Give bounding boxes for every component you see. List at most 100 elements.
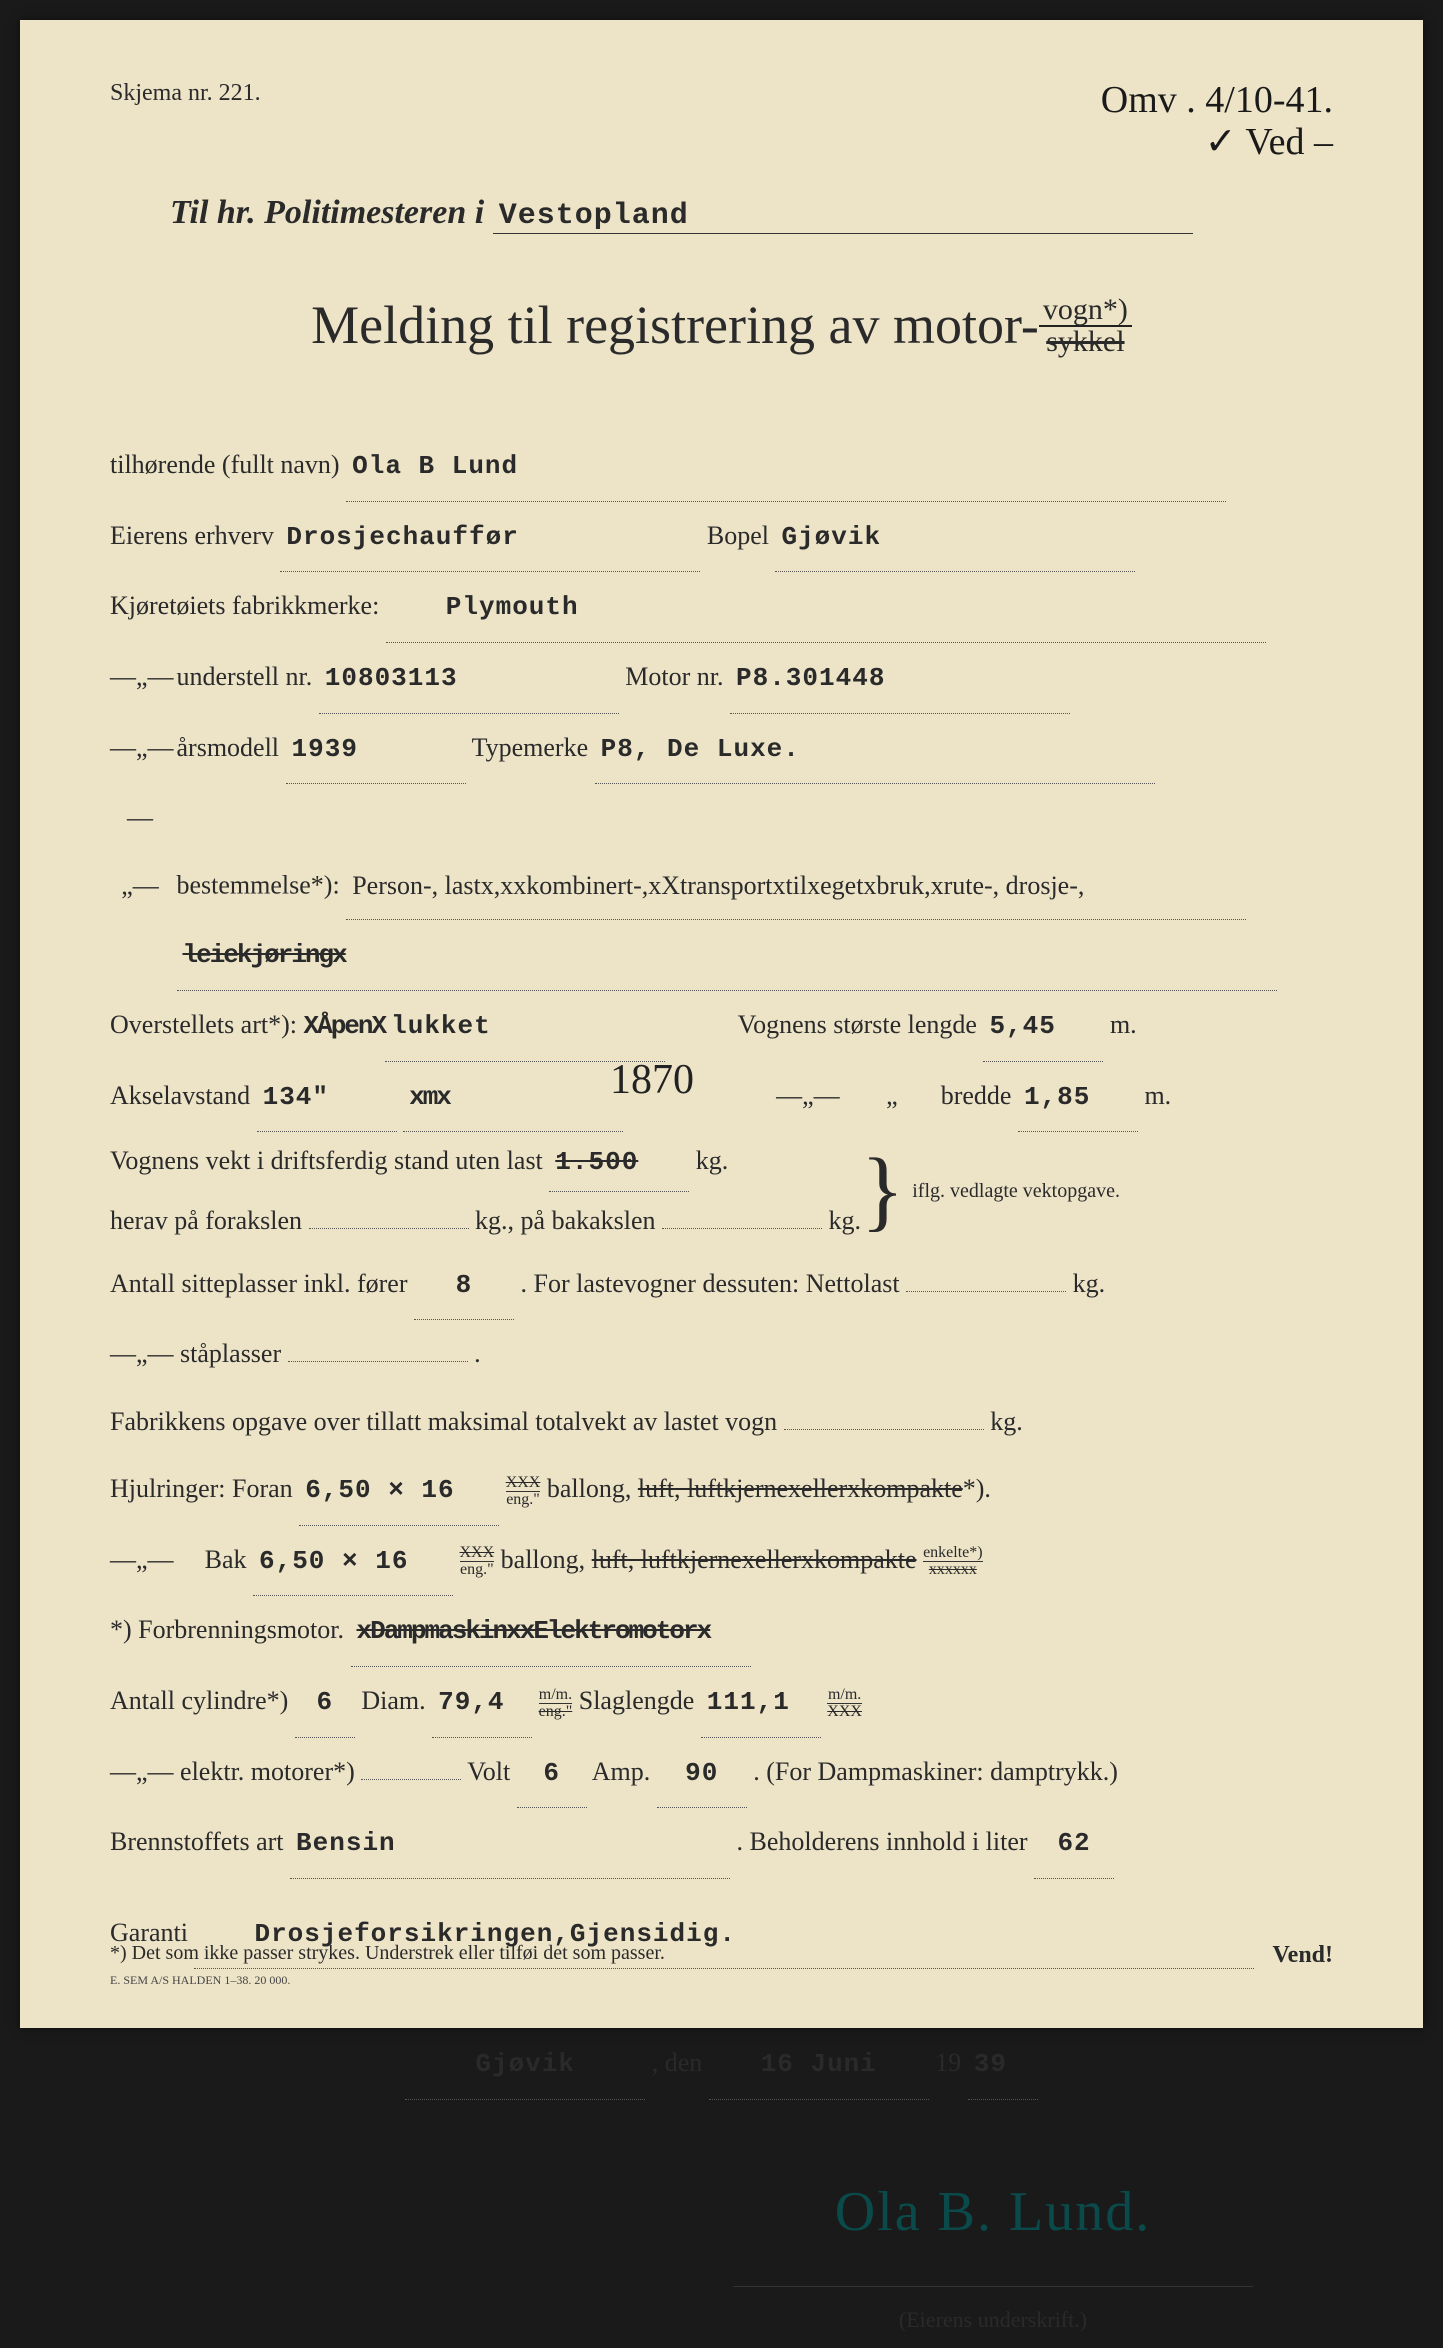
addressee-prefix: Til hr. Politimesteren i — [170, 194, 484, 231]
vend: Vend! — [1273, 1942, 1333, 1988]
occupation: Drosjechauffør — [280, 504, 700, 573]
row-standing: —„— ståplasser . — [110, 1320, 1333, 1388]
balloon-1: ballong, — [547, 1474, 638, 1503]
tank-label: . Beholderens innhold i liter — [737, 1827, 1028, 1856]
engine-type-label: *) Forbrenningsmotor. — [110, 1615, 344, 1644]
title-num: vogn*) — [1039, 295, 1132, 327]
district-field: Vestopland — [493, 199, 1193, 234]
tyres-front: 6,50 × 16 — [299, 1457, 499, 1526]
rear-axle-label: kg., på bakakslen — [475, 1206, 656, 1235]
diam-label: Diam. — [361, 1686, 425, 1715]
footer-left: *) Det som ikke passer strykes. Understr… — [110, 1942, 665, 1988]
maxw-label: Fabrikkens opgave over tillatt maksimal … — [110, 1407, 777, 1436]
row-fuel: Brennstoffets art Bensin . Beholderens i… — [110, 1808, 1333, 1879]
document-page: Skjema nr. 221. Omv . 4/10-41. ✓ Ved – T… — [20, 20, 1423, 2028]
truck-label: . For lastevogner dessuten: Nettolast — [520, 1269, 899, 1298]
ditto-3: —„— — [110, 784, 170, 919]
row-electric: —„— elektr. motorer*) Volt 6 Amp. 90 . (… — [110, 1738, 1333, 1809]
motor-no: P8.301448 — [730, 645, 1070, 714]
row-cylinders: Antall cylindre*) 6 Diam. 79,4 m/m.eng."… — [110, 1667, 1333, 1738]
wheelbase: 134" — [257, 1064, 397, 1133]
row-wheelbase: Akselavstand 134" xmx —„— „ bredde 1,85 … — [110, 1062, 1333, 1133]
cyl-label: Antall cylindre*) — [110, 1686, 288, 1715]
elek-blank — [361, 1779, 461, 1780]
fuel-label: Brennstoffets art — [110, 1827, 284, 1856]
balloon-2: ballong, — [501, 1545, 592, 1574]
mm-eng-3: m/m.eng." — [539, 1687, 573, 1720]
truck-unit: kg. — [1073, 1269, 1106, 1298]
hand-checkmark: ✓ Ved – — [1205, 121, 1333, 163]
axle-note: iflg. vedlagte vektopgave. — [912, 1165, 1120, 1217]
footer: *) Det som ikke passer strykes. Understr… — [110, 1942, 1333, 1988]
mm-eng-1: XXXeng." — [506, 1475, 541, 1508]
row-use: —„— bestemmelse*): Person-, lastx,xxkomb… — [110, 784, 1333, 991]
row-tyres-front: Hjulringer: Foran 6,50 × 16 XXXeng." bal… — [110, 1455, 1333, 1526]
tyres-struck-2: luft, luftkjernexellerxkompakte — [592, 1545, 917, 1574]
stroke: 111,1 — [701, 1669, 821, 1738]
width-unit: m. — [1144, 1081, 1171, 1110]
hand-weight: 1870 — [610, 1026, 694, 1135]
body-xxx: XÅpenX — [304, 1011, 386, 1041]
owner-label: tilhørende (fullt navn) — [110, 450, 340, 479]
address: Gjøvik — [775, 504, 1135, 573]
form-number: Skjema nr. 221. — [110, 80, 261, 164]
row-occupation: Eierens erhverv Drosjechauffør Bopel Gjø… — [110, 502, 1333, 573]
yy: 39 — [968, 2031, 1038, 2100]
len-unit: m. — [1110, 1010, 1137, 1039]
use-text2: leiekjøringx — [177, 922, 1277, 991]
volt-label: Volt — [467, 1757, 510, 1786]
top-bar: Skjema nr. 221. Omv . 4/10-41. ✓ Ved – — [110, 80, 1333, 164]
mm-eng-2: XXXeng." — [460, 1545, 495, 1578]
tyres-label: Hjulringer: Foran — [110, 1474, 293, 1503]
row-date: Gjøvik , den 16 Juni 19 39 — [110, 2029, 1333, 2100]
chassis-label: understell nr. — [177, 662, 313, 691]
engine-type-struck: xDampmaskinxxElektromotorx — [351, 1598, 751, 1667]
width-label: bredde — [941, 1081, 1012, 1110]
year: 1939 — [286, 716, 466, 785]
weight-label: Vognens vekt i driftsferdig stand uten l… — [110, 1146, 543, 1175]
row-seats: Antall sitteplasser inkl. fører 8 . For … — [110, 1250, 1333, 1321]
standing-val — [288, 1361, 468, 1362]
tyres-struck-1: luft, luftkjernexellerxkompakte — [638, 1474, 963, 1503]
ditto-w: —„— — [776, 1081, 840, 1110]
weight-unit: kg. — [696, 1146, 729, 1175]
row-year: —„— årsmodell 1939 Typemerke P8, De Luxe… — [110, 714, 1333, 785]
seats-label: Antall sitteplasser inkl. fører — [110, 1269, 407, 1298]
amp: 90 — [657, 1740, 747, 1809]
row-weight: Vognens vekt i driftsferdig stand uten l… — [110, 1132, 861, 1192]
rear-label: Bak — [167, 1526, 247, 1594]
year-label: årsmodell — [177, 733, 280, 762]
use-text: Person-, lastx,xxkombinert-,xXtransportx… — [346, 852, 1246, 921]
curly-brace: } — [861, 1168, 904, 1213]
ditto-e: —„— — [110, 1757, 174, 1786]
make-label: Kjøretøiets fabrikkmerke: — [110, 591, 379, 620]
amp-label: Amp. — [592, 1757, 651, 1786]
standing-label: ståplasser — [180, 1339, 281, 1368]
year-prefix: 19 — [935, 2048, 961, 2077]
den: , den — [652, 2048, 703, 2077]
form-title: Melding til registrering av motor-vogn*)… — [110, 294, 1333, 362]
type: P8, De Luxe. — [595, 716, 1155, 785]
title-fraction: vogn*)sykkel — [1039, 295, 1132, 357]
axle-unit: kg. — [829, 1206, 862, 1235]
wb-label: Akselavstand — [110, 1081, 250, 1110]
nettolast — [906, 1291, 1066, 1292]
weight-old: 1.500 — [549, 1134, 689, 1192]
use-label: bestemmelse*): — [177, 871, 340, 900]
day: 16 Juni — [709, 2031, 929, 2100]
row-axle: herav på forakslen kg., på bakakslen kg. — [110, 1192, 861, 1249]
owner-name: Ola B Lund — [346, 433, 1226, 502]
stroke-label: Slaglengde — [579, 1686, 695, 1715]
addressee-line: Til hr. Politimesteren i Vestopland — [170, 194, 1333, 234]
ditto-2: —„— — [110, 714, 170, 782]
footnote: *) Det som ikke passer strykes. Understr… — [110, 1942, 665, 1964]
row-engine-type: *) Forbrenningsmotor. xDampmaskinxxElekt… — [110, 1596, 1333, 1667]
row-weight-group: Vognens vekt i driftsferdig stand uten l… — [110, 1132, 1333, 1249]
handwritten-date-block: Omv . 4/10-41. ✓ Ved – — [1101, 80, 1333, 164]
ditto-t: —„— — [110, 1526, 160, 1594]
title-den: sykkel — [1039, 327, 1132, 357]
addr-label: Bopel — [707, 521, 769, 550]
maxw-unit: kg. — [990, 1407, 1023, 1436]
motor-label: Motor nr. — [625, 662, 723, 691]
tyres-rear: 6,50 × 16 — [253, 1528, 453, 1597]
